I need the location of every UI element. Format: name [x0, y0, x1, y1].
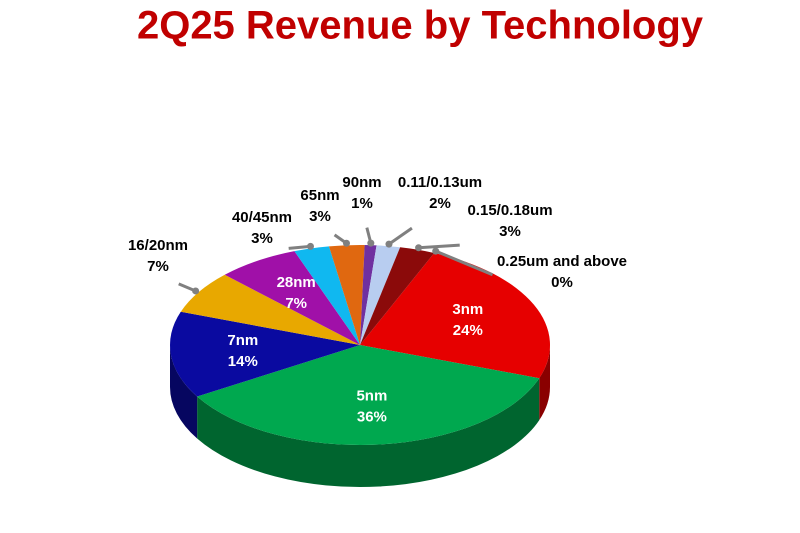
- slice-value-label: 7%: [285, 295, 307, 312]
- slice-label: 0.15/0.18um: [467, 202, 552, 219]
- slice-value-label: 2%: [429, 195, 451, 212]
- slice: [180, 274, 360, 345]
- slice-label: 0.25um and above: [497, 253, 627, 270]
- leader-dot: [192, 287, 200, 295]
- leader-line: [388, 226, 413, 246]
- leader-dot: [367, 239, 375, 247]
- chart-title: 2Q25 Revenue by Technology: [137, 4, 704, 48]
- slice: [169, 311, 360, 397]
- leader-dot: [432, 247, 440, 255]
- leader-dot: [342, 239, 350, 247]
- slice: [360, 245, 377, 345]
- slice: [224, 251, 360, 345]
- slice-side: [170, 345, 198, 439]
- pie-sides: [170, 345, 551, 487]
- leader-dot: [306, 242, 314, 250]
- slice: [294, 246, 360, 345]
- slice: [360, 247, 435, 345]
- slice-value-label: 36%: [357, 409, 387, 426]
- pie-labels: 3nm 24% 5nm 36% 7nm 14% 16/20nm 7% 28nm 7% 40/45nm…: [128, 174, 627, 426]
- slice-value-label: 7%: [147, 258, 169, 275]
- leader-dot: [415, 244, 423, 252]
- leader-line: [435, 249, 494, 277]
- slice-label: 3nm: [452, 301, 483, 318]
- slice: [197, 345, 540, 445]
- leader-dot: [385, 240, 393, 248]
- slice-value-label: 3%: [251, 230, 273, 247]
- slice-value-label: 3%: [499, 223, 521, 240]
- slice-label: 7nm: [227, 332, 258, 349]
- slice-value-label: 1%: [351, 195, 373, 212]
- slice-label: 0.11/0.13um: [398, 174, 482, 191]
- slice-value-label: 14%: [228, 353, 258, 370]
- slice-value-label: 0%: [551, 274, 573, 291]
- leader-line: [418, 243, 460, 250]
- slice-label: 90nm: [342, 174, 381, 191]
- pie-tops: [169, 244, 550, 445]
- slice-label: 28nm: [277, 274, 316, 291]
- slice-side: [539, 345, 551, 421]
- slice-label: 16/20nm: [128, 237, 188, 254]
- slice-label: 5nm: [356, 388, 387, 405]
- slice-label: 40/45nm: [232, 209, 292, 226]
- slice: [360, 245, 401, 345]
- slice-side: [197, 378, 540, 487]
- slice-label: 65nm: [300, 187, 339, 204]
- slice-value-label: 3%: [309, 208, 331, 225]
- slice: [360, 252, 550, 379]
- slice-value-label: 24%: [453, 322, 483, 339]
- leader-line: [288, 244, 311, 250]
- slice: [328, 244, 365, 345]
